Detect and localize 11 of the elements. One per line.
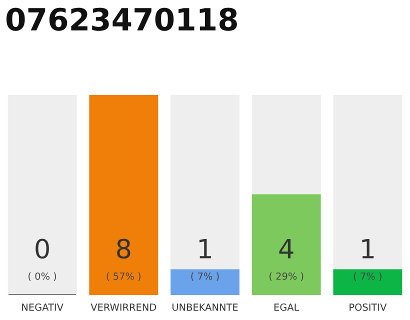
- chart-title: 07623470118: [6, 8, 237, 31]
- x-tick-label: POSITIV: [350, 304, 387, 311]
- x-tick-label: NEGATIV: [22, 304, 64, 311]
- data-label: 8 ( 57% ): [106, 238, 141, 281]
- data-label: 4 ( 29% ): [269, 239, 304, 281]
- data-label: 0 ( 0% ): [28, 238, 56, 281]
- x-tick-label: VERWIRREND: [90, 304, 156, 311]
- x-tick-label: EGAL: [274, 304, 300, 311]
- data-label: 1 ( 7% ): [354, 239, 382, 281]
- data-label: 1 ( 7% ): [191, 239, 219, 281]
- x-tick-label: UNBEKANNTE: [172, 304, 238, 311]
